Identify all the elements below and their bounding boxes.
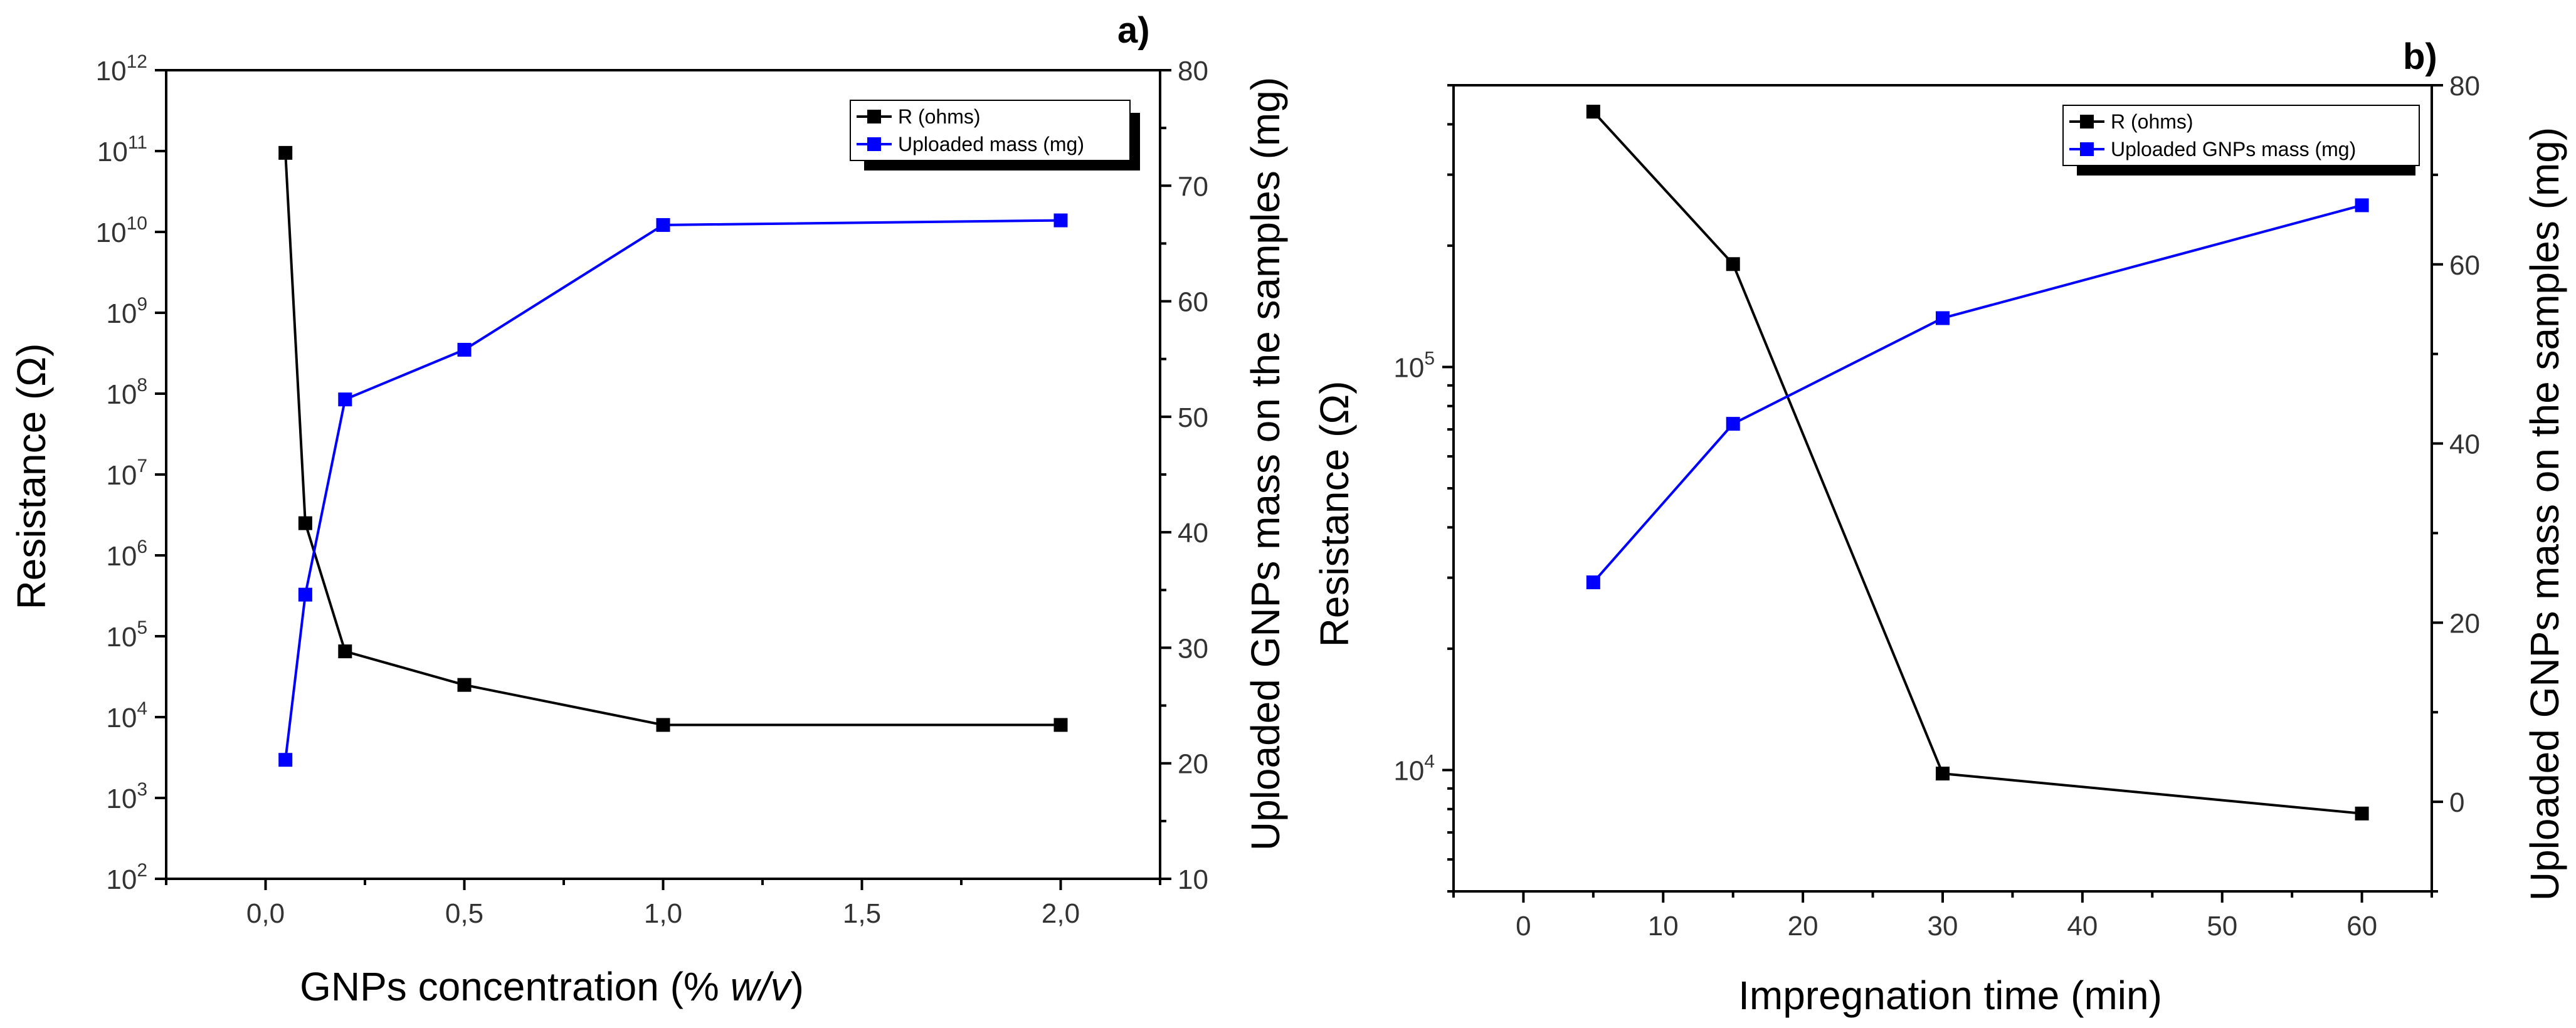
series-resistance-point [278, 145, 293, 160]
y2-tick-label: 30 [1178, 633, 1208, 664]
y2-tick-label: 60 [1178, 287, 1208, 318]
series-mass-point [338, 392, 352, 407]
series-mass-line [1592, 204, 2363, 584]
series-resistance-point [298, 516, 312, 530]
x-tick-label: 0 [1516, 911, 1531, 941]
y2-tick-label: 60 [2449, 250, 2480, 281]
legend-marker-blue [2080, 142, 2094, 156]
series-resistance-point [338, 644, 352, 659]
y-tick-label: 104 [1393, 751, 1435, 786]
panel-a-label: a) [1117, 10, 1150, 51]
panel-a-legend: R (ohms) Uploaded mass (mg) [850, 100, 1140, 170]
panel-a: 0,0 0,5 1,0 1,5 2,0 102 103 104 105 106 107 108 109 1… [9, 10, 1288, 1009]
y-tick-label: 1012 [96, 51, 147, 87]
series-mass-line [284, 219, 1061, 760]
y2-tick-label: 0 [2449, 787, 2464, 818]
y-tick-label: 105 [106, 617, 147, 653]
legend-box [2062, 105, 2420, 166]
series-mass-point [298, 587, 312, 602]
y-tick-label: 1010 [96, 213, 147, 248]
y2-tick-label: 10 [1178, 864, 1208, 895]
x-tick-label: 60 [2346, 911, 2377, 941]
panel-b-series [1586, 105, 2369, 821]
series-resistance-point [1726, 257, 1740, 271]
panel-a-y2-axis-title: Uploaded GNPs mass on the samples (mg) [1243, 77, 1288, 851]
x-tick-label: 50 [2207, 911, 2237, 941]
x-tick-label: 40 [2067, 911, 2098, 941]
series-resistance-point [457, 678, 472, 692]
x-tick-label: 1,0 [644, 898, 682, 929]
panel-b: 0 10 20 30 40 50 60 104 105 0 20 40 60 80 b) Impregna… [1312, 36, 2567, 1018]
series-mass-point [656, 218, 670, 232]
y2-tick-label: 70 [1178, 171, 1208, 202]
y-tick-label: 106 [106, 537, 147, 572]
y2-tick-label: 40 [1178, 518, 1208, 548]
panel-a-plot-area [165, 69, 1161, 880]
panel-b-label: b) [2403, 36, 2437, 77]
y-tick-label: 104 [106, 698, 147, 733]
y2-tick-label: 80 [1178, 56, 1208, 87]
panel-b-y2-axis-title: Uploaded GNPs mass on the samples (mg) [2522, 127, 2567, 901]
legend-label-mass: Uploaded mass (mg) [898, 133, 1084, 155]
series-mass-point [1586, 575, 1600, 590]
y2-tick-label: 50 [1178, 402, 1208, 433]
x-tick-label: 0,5 [445, 898, 483, 929]
x-tick-label: 0,0 [246, 898, 285, 929]
y2-tick-label: 80 [2449, 71, 2480, 102]
series-resistance-point [656, 718, 670, 732]
x-tick-label: 20 [1788, 911, 1819, 941]
y-tick-label: 105 [1393, 348, 1435, 383]
series-resistance-point [1586, 105, 1600, 119]
panel-b-ticks: 0 10 20 30 40 50 60 104 105 0 20 40 60 80 [1393, 71, 2480, 941]
y-tick-label: 103 [106, 779, 147, 814]
series-mass-point [1726, 417, 1740, 431]
legend-label-mass: Uploaded GNPs mass (mg) [2111, 138, 2356, 160]
x-tick-label: 30 [1928, 911, 1958, 941]
series-resistance-line [1592, 110, 2362, 815]
y2-tick-label: 40 [2449, 429, 2480, 460]
series-resistance-point [2355, 806, 2369, 821]
series-mass-point [2355, 198, 2369, 212]
legend-label-resistance: R (ohms) [898, 105, 981, 128]
x-tick-label: 2,0 [1042, 898, 1080, 929]
legend-marker-black [867, 110, 881, 123]
panel-b-x-axis-title: Impregnation time (min) [1738, 973, 2162, 1018]
series-mass-point [1936, 311, 1950, 325]
legend-label-resistance: R (ohms) [2111, 110, 2193, 133]
y-tick-label: 107 [106, 456, 147, 491]
x-tick-label: 1,5 [843, 898, 881, 929]
series-mass-point [457, 342, 472, 357]
y-tick-label: 108 [106, 375, 147, 410]
y-tick-label: 1011 [97, 132, 147, 167]
series-resistance-point [1936, 767, 1950, 781]
series-resistance-line [284, 152, 1061, 726]
series-resistance-point [1053, 718, 1068, 732]
x-tick-label: 10 [1648, 911, 1679, 941]
legend-marker-blue [867, 137, 881, 151]
y-tick-label: 109 [106, 294, 147, 329]
panel-a-x-axis-title: GNPs concentration (% w/v) [300, 964, 804, 1009]
legend-box [850, 100, 1131, 161]
panel-b-legend: R (ohms) Uploaded GNPs mass (mg) [2062, 105, 2420, 176]
panel-b-y-axis-title: Resistance (Ω) [1312, 381, 1357, 648]
plot-frame [165, 69, 1161, 880]
legend-marker-black [2080, 115, 2094, 128]
panel-a-series [278, 145, 1068, 767]
panel-a-y-axis-title: Resistance (Ω) [9, 344, 54, 610]
y2-tick-label: 20 [2449, 608, 2480, 639]
panel-a-ticks: 0,0 0,5 1,0 1,5 2,0 102 103 104 105 106 107 108 109 1… [96, 51, 1208, 929]
y2-tick-label: 20 [1178, 749, 1208, 780]
y-tick-label: 102 [106, 860, 147, 895]
series-mass-point [1053, 213, 1068, 228]
series-mass-point [278, 753, 293, 767]
